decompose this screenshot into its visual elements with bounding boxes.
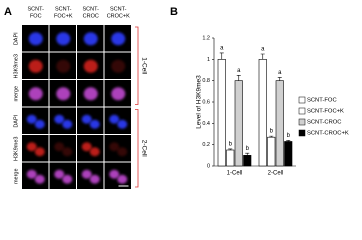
nucleus <box>28 59 43 73</box>
bar <box>217 59 226 167</box>
panel-label: A <box>4 6 12 18</box>
nucleus <box>83 87 98 101</box>
row-label: merge <box>13 86 19 102</box>
legend-label: SCNT-CROC+K <box>307 131 349 137</box>
column-header: CROC+K <box>107 13 130 19</box>
significance-label: a <box>237 68 241 74</box>
nucleus <box>34 174 45 184</box>
row-label: merge <box>13 168 19 184</box>
significance-label: a <box>278 70 282 76</box>
nucleus <box>89 119 100 129</box>
row-label: H3K9me3 <box>13 54 19 78</box>
error-bar <box>277 77 282 81</box>
row-label: H3K9me3 <box>13 137 19 161</box>
significance-label: a <box>220 46 224 52</box>
nucleus <box>62 174 73 184</box>
significance-label: b <box>229 142 233 148</box>
bar <box>258 59 267 167</box>
group-bracket <box>135 26 139 105</box>
nucleus <box>34 147 45 157</box>
nucleus <box>81 169 92 179</box>
nucleus <box>56 59 71 73</box>
nucleus <box>26 142 37 152</box>
nucleus <box>117 174 128 184</box>
nucleus <box>62 119 73 129</box>
nucleus <box>28 87 43 101</box>
nucleus <box>89 174 100 184</box>
nucleus <box>83 59 98 73</box>
nucleus <box>111 32 126 46</box>
nucleus <box>109 142 120 152</box>
row-label: DAPI <box>13 32 19 45</box>
bar <box>267 136 276 167</box>
error-bar <box>228 148 233 150</box>
error-bar <box>269 135 274 138</box>
nucleus <box>109 169 120 179</box>
nucleus <box>54 114 65 124</box>
nucleus <box>26 114 37 124</box>
nucleus <box>34 119 45 129</box>
column-header: CROC <box>83 13 99 19</box>
column-header: SCNT- <box>28 6 45 12</box>
significance-label: b <box>246 146 250 152</box>
column-header: SCNT- <box>55 6 72 12</box>
error-bar <box>219 52 224 60</box>
column-header: FOC+K <box>54 13 73 19</box>
nucleus <box>117 147 128 157</box>
y-tick-label: 0.8 <box>202 78 210 84</box>
column-header: SCNT- <box>83 6 100 12</box>
legend-label: SCNT-FOC+K <box>307 109 344 115</box>
error-bar <box>236 75 241 81</box>
group-label: 2-Cell <box>140 140 147 158</box>
significance-label: a <box>261 47 265 53</box>
y-tick-label: 0 <box>207 163 210 169</box>
group-bracket <box>135 109 139 188</box>
x-tick-label: 1-Cell <box>227 171 243 177</box>
significance-label: b <box>270 129 274 135</box>
legend-swatch <box>298 129 306 137</box>
nucleus <box>111 87 126 101</box>
x-tick-label: 2-Cell <box>268 171 284 177</box>
error-bar <box>245 152 250 156</box>
nucleus <box>62 147 73 157</box>
nucleus <box>56 87 71 101</box>
nucleus <box>54 142 65 152</box>
error-bar <box>260 53 265 60</box>
legend-swatch <box>298 118 306 126</box>
legend-label: SCNT-FOC <box>307 98 337 104</box>
bar <box>234 80 243 167</box>
column-header: SCNT- <box>110 6 127 12</box>
bar <box>226 149 235 167</box>
figure: A B SCNT-FOCSCNT-FOC+KSCNT-CROCSCNT-CROC… <box>4 6 349 189</box>
nucleus <box>54 169 65 179</box>
nucleus <box>111 59 126 73</box>
y-tick-label: 0.2 <box>202 142 210 148</box>
y-axis-label: Level of H3K9me3 <box>196 75 203 129</box>
y-tick-label: 1.2 <box>202 35 210 41</box>
y-tick-label: 1 <box>207 57 210 63</box>
bar <box>243 155 252 167</box>
y-tick-label: 0.4 <box>202 121 210 127</box>
y-tick-label: 0.6 <box>202 99 210 105</box>
nucleus <box>83 32 98 46</box>
legend-swatch <box>298 96 306 104</box>
nucleus <box>89 147 100 157</box>
nucleus <box>117 119 128 129</box>
row-label: DAPI <box>13 114 19 127</box>
error-bar <box>286 140 291 142</box>
bar <box>284 141 293 167</box>
nucleus <box>28 32 43 46</box>
legend-label: SCNT-CROC <box>307 120 341 126</box>
column-header: FOC <box>30 13 42 19</box>
nucleus <box>81 114 92 124</box>
nucleus <box>26 169 37 179</box>
significance-label: b <box>287 133 291 139</box>
nucleus <box>56 32 71 46</box>
nucleus <box>109 114 120 124</box>
panel-label: B <box>170 6 178 18</box>
bar <box>275 80 284 167</box>
legend-swatch <box>298 107 306 115</box>
group-label: 1-Cell <box>140 57 147 75</box>
nucleus <box>81 142 92 152</box>
